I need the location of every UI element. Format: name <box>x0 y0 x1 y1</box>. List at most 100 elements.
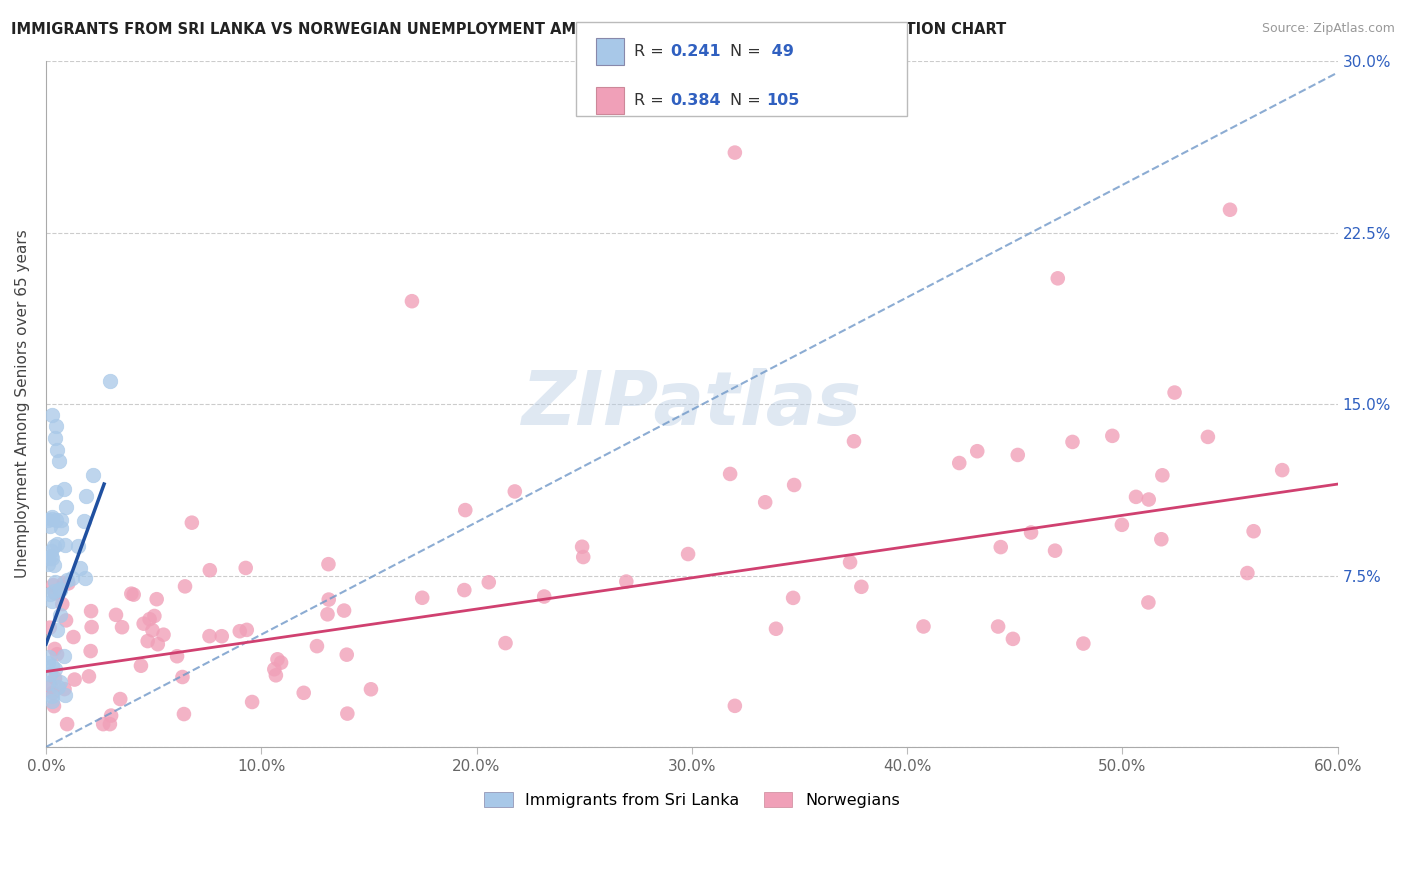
Point <box>48 454 70 468</box>
Point <box>69 561 91 575</box>
Text: N =: N = <box>730 94 766 108</box>
Point <box>360 682 382 697</box>
Point <box>44 642 66 657</box>
Point <box>851 580 873 594</box>
Point <box>1111 517 1133 532</box>
Point <box>180 516 202 530</box>
Text: 49: 49 <box>766 45 794 59</box>
Point <box>174 579 197 593</box>
Point <box>98 374 121 388</box>
Point <box>48 608 70 623</box>
Point <box>1073 636 1095 650</box>
Point <box>39 518 62 533</box>
Point <box>754 495 776 509</box>
Point <box>136 634 159 648</box>
Point <box>1062 434 1084 449</box>
Point <box>198 629 221 643</box>
Point <box>132 616 155 631</box>
Point <box>305 639 328 653</box>
Point <box>80 620 103 634</box>
Point <box>37 513 59 527</box>
Point <box>146 637 169 651</box>
Point <box>503 484 526 499</box>
Point <box>41 659 63 673</box>
Point <box>572 549 595 564</box>
Point <box>82 467 104 482</box>
Point <box>42 578 65 592</box>
Point <box>782 591 804 605</box>
Point <box>1101 429 1123 443</box>
Point <box>39 549 62 564</box>
Point <box>240 695 263 709</box>
Point <box>39 680 62 694</box>
Point <box>270 656 292 670</box>
Point <box>45 624 67 638</box>
Point <box>75 489 97 503</box>
Point <box>44 671 66 685</box>
Point <box>98 717 121 731</box>
Point <box>229 624 252 639</box>
Point <box>56 717 79 731</box>
Point <box>1243 524 1265 539</box>
Point <box>42 699 65 714</box>
Point <box>718 467 741 481</box>
Text: 0.241: 0.241 <box>671 45 721 59</box>
Point <box>120 587 142 601</box>
Point <box>336 648 359 662</box>
Text: 105: 105 <box>766 94 800 108</box>
Point <box>138 612 160 626</box>
Point <box>141 624 163 638</box>
Point <box>839 555 862 569</box>
Point <box>91 717 114 731</box>
Point <box>1271 463 1294 477</box>
Point <box>45 419 67 434</box>
Point <box>45 536 67 550</box>
Point <box>111 620 134 634</box>
Point <box>765 622 787 636</box>
Point <box>38 649 60 664</box>
Point <box>41 512 63 526</box>
Point <box>55 500 77 515</box>
Point <box>53 649 76 664</box>
Point <box>44 431 66 445</box>
Point <box>316 607 339 622</box>
Point <box>38 621 60 635</box>
Text: ZIPatlas: ZIPatlas <box>522 368 862 441</box>
Point <box>1007 448 1029 462</box>
Point <box>948 456 970 470</box>
Point <box>39 587 62 601</box>
Point <box>143 609 166 624</box>
Point <box>41 689 63 703</box>
Point <box>41 409 63 423</box>
Point <box>173 707 195 722</box>
Point <box>235 561 257 575</box>
Point <box>1163 385 1185 400</box>
Point <box>53 682 76 697</box>
Point <box>263 662 285 676</box>
Point <box>912 619 935 633</box>
Point <box>51 521 73 535</box>
Point <box>533 590 555 604</box>
Point <box>37 676 59 690</box>
Point <box>990 540 1012 554</box>
Text: R =: R = <box>634 45 669 59</box>
Point <box>67 539 90 553</box>
Point <box>454 503 477 517</box>
Point <box>145 592 167 607</box>
Point <box>453 583 475 598</box>
Text: R =: R = <box>634 94 669 108</box>
Point <box>614 574 637 589</box>
Point <box>1197 430 1219 444</box>
Point <box>987 619 1010 633</box>
Point <box>336 706 359 721</box>
Point <box>236 623 259 637</box>
Point <box>73 570 96 584</box>
Point <box>60 571 83 585</box>
Point <box>48 675 70 690</box>
Point <box>51 513 73 527</box>
Point <box>1001 632 1024 646</box>
Point <box>80 604 103 618</box>
Point <box>44 574 66 589</box>
Text: 0.384: 0.384 <box>671 94 721 108</box>
Legend: Immigrants from Sri Lanka, Norwegians: Immigrants from Sri Lanka, Norwegians <box>478 786 907 814</box>
